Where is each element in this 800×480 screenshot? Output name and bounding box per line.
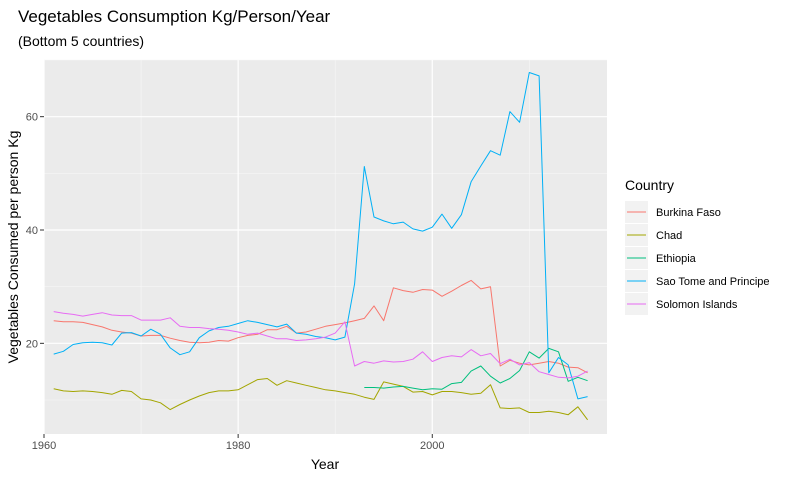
y-axis-title: Vegetables Consumed per person Kg bbox=[5, 131, 21, 364]
y-tick-label: 40 bbox=[26, 225, 38, 237]
legend-title: Country bbox=[625, 177, 674, 193]
minor-gridlines bbox=[44, 59, 607, 434]
legend-label-sao-tome-and-principe: Sao Tome and Principe bbox=[656, 276, 770, 288]
series-lines bbox=[53, 72, 589, 421]
legend-label-ethiopia: Ethiopia bbox=[656, 253, 697, 265]
legend-label-solomon-islands: Solomon Islands bbox=[656, 299, 738, 311]
major-gridlines bbox=[43, 60, 607, 434]
legend: Country Burkina Faso Chad Ethiopia Sao Tome… bbox=[625, 177, 770, 315]
chart-subtitle: (Bottom 5 countries) bbox=[18, 33, 144, 49]
legend-label-chad: Chad bbox=[656, 230, 682, 242]
x-tick-label: 1980 bbox=[226, 440, 250, 452]
x-tick-label: 2000 bbox=[420, 440, 444, 452]
x-axis-title: Year bbox=[311, 456, 340, 472]
legend-items: Burkina Faso Chad Ethiopia Sao Tome and Pri… bbox=[625, 201, 770, 315]
axis-ticks bbox=[40, 116, 433, 438]
series-line-solomon-islands bbox=[53, 311, 588, 379]
legend-label-burkina-faso: Burkina Faso bbox=[656, 207, 721, 219]
chart-title: Vegetables Consumption Kg/Person/Year bbox=[18, 7, 331, 26]
series-line-burkina-faso bbox=[53, 279, 588, 374]
x-tick-labels: 1960 1980 2000 bbox=[32, 440, 445, 452]
plot-panel bbox=[44, 60, 607, 434]
series-line-sao-tome-and-principe bbox=[53, 72, 588, 400]
series-line-chad bbox=[53, 378, 589, 421]
y-tick-labels: 20 40 60 bbox=[26, 112, 38, 351]
series-line-ethiopia bbox=[364, 347, 588, 391]
y-tick-label: 60 bbox=[26, 112, 38, 124]
x-tick-label: 1960 bbox=[32, 440, 56, 452]
y-tick-label: 20 bbox=[26, 338, 38, 350]
